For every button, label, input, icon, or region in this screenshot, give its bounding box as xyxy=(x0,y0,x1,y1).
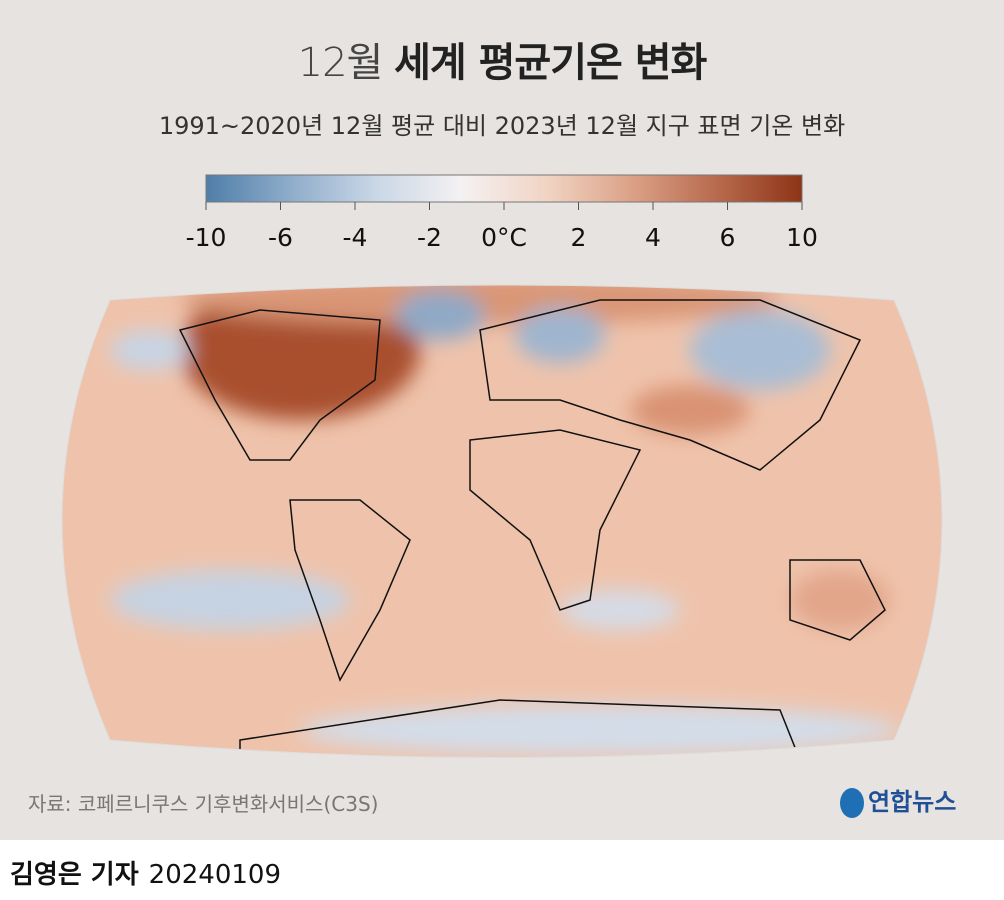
colorbar-tick-label: -4 xyxy=(343,223,368,252)
reporter: 김영은 기자 xyxy=(10,860,139,890)
title-main: 세계 평균기온 변화 xyxy=(394,40,707,86)
byline: 김영은 기자 20240109 xyxy=(10,854,281,891)
colorbar xyxy=(205,174,803,203)
colorbar-tick-label: -6 xyxy=(268,223,293,252)
subtitle: 1991~2020년 12월 평균 대비 2023년 12월 지구 표면 기온 … xyxy=(158,112,846,140)
colorbar-tick-label: 4 xyxy=(645,223,661,252)
colorbar-tick-label: -2 xyxy=(417,223,442,252)
source: 자료: 코페르니쿠스 기후변화서비스(C3S) xyxy=(28,792,379,816)
logo: 연합뉴스 xyxy=(840,782,956,818)
colorbar-and-map: -10 -6 -4 -2 0°C 2 4 6 10 xyxy=(61,174,943,758)
title: 12월 세계 평균기온 변화 xyxy=(0,30,1004,88)
map xyxy=(62,285,942,758)
colorbar-tick-label: 10 xyxy=(786,223,818,252)
date: 20240109 xyxy=(148,860,281,890)
anomaly-shading xyxy=(110,285,900,755)
colorbar-tick-label: -10 xyxy=(186,223,227,252)
logo-text: 연합뉴스 xyxy=(868,788,957,816)
colorbar-tick-label: 6 xyxy=(720,223,736,252)
map-outline xyxy=(61,284,943,758)
colorbar-tick-label: 2 xyxy=(571,223,587,252)
colorbar-tick-label: 0°C xyxy=(481,223,527,252)
title-prefix: 12월 xyxy=(297,40,384,86)
